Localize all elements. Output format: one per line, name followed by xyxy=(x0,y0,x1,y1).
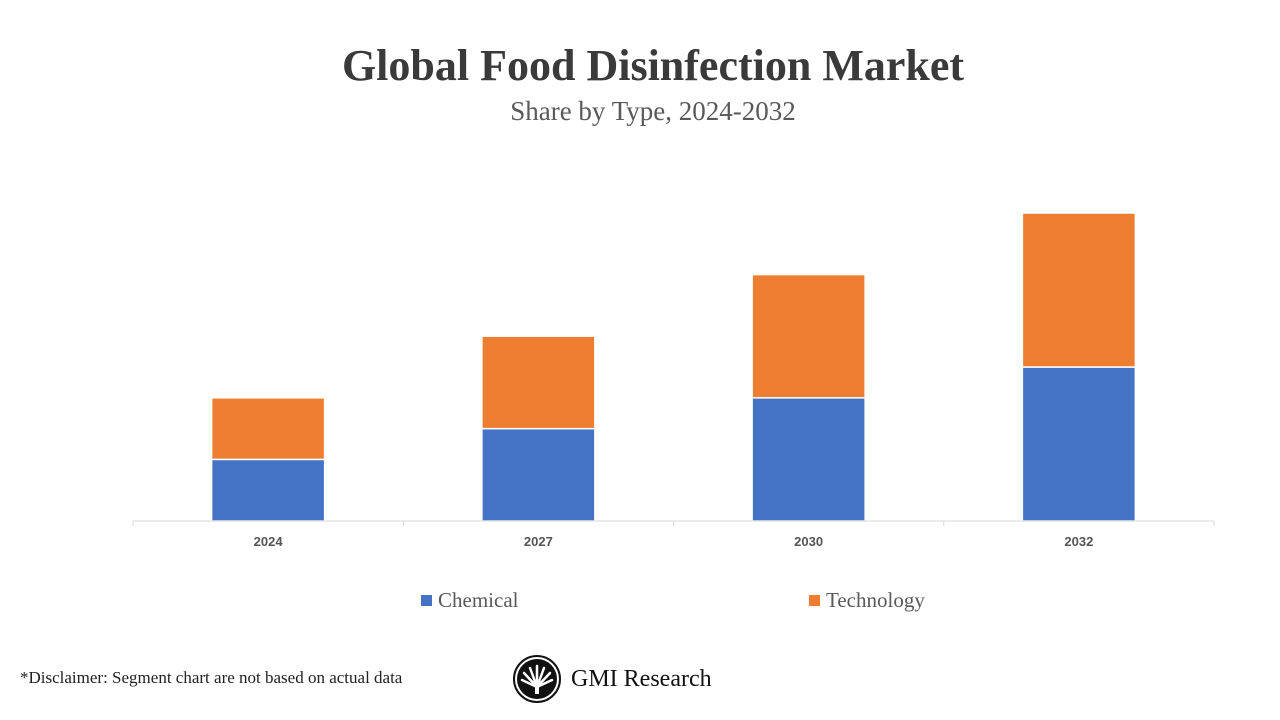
legend-swatch xyxy=(421,595,432,606)
chart-title: Global Food Disinfection Market xyxy=(341,41,965,90)
legend-label: Technology xyxy=(826,588,925,612)
bar-chemical-2032 xyxy=(1021,366,1137,522)
legend-item-chemical: Chemical xyxy=(421,588,518,613)
x-tick-label: 2030 xyxy=(794,534,823,549)
legend-swatch xyxy=(809,595,820,606)
chart-subtitle: Share by Type, 2024-2032 xyxy=(510,96,796,126)
x-tick-label: 2027 xyxy=(524,534,553,549)
bar-technology-2024 xyxy=(210,397,326,461)
legend-label: Chemical xyxy=(438,588,519,612)
legend-item-technology: Technology xyxy=(809,588,925,613)
bar-chemical-2027 xyxy=(481,427,596,522)
bar-chemical-2030 xyxy=(751,397,866,522)
x-tick-label: 2024 xyxy=(254,534,284,549)
brand-logo: GMI Research xyxy=(513,655,712,703)
bar-technology-2027 xyxy=(481,335,596,430)
bar-technology-2030 xyxy=(751,273,866,399)
bar-chemical-2024 xyxy=(210,458,326,522)
bar-technology-2032 xyxy=(1021,212,1137,368)
brand-name: GMI Research xyxy=(571,665,712,692)
gmi-logo-icon xyxy=(513,655,561,703)
x-tick-label: 2032 xyxy=(1064,534,1093,549)
disclaimer: *Disclaimer: Segment chart are not based… xyxy=(20,668,403,687)
